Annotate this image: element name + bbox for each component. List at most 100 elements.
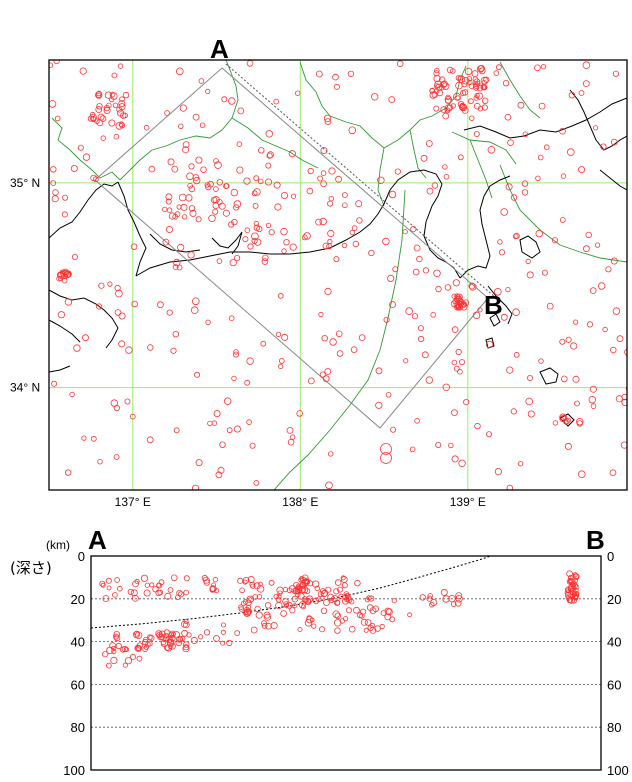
epicenter-point (355, 200, 363, 208)
hypocenter-point (152, 586, 159, 593)
epicenter-point (143, 124, 150, 131)
hypocenter-point (143, 636, 149, 643)
hypocenter-point (158, 579, 165, 586)
epicenter-point (535, 175, 541, 181)
epicenter-point (493, 287, 502, 296)
hypocenter-point (354, 579, 361, 587)
epicenter-point (96, 119, 104, 127)
epicenter-point (216, 179, 223, 186)
epicenter-point (560, 375, 568, 383)
epicenter-point (165, 193, 173, 201)
hypocenter-point (112, 592, 118, 598)
hypocenter-point (220, 622, 226, 628)
epicenter-point (409, 446, 416, 453)
epicenter-point (277, 292, 284, 299)
hypocenter-point (198, 634, 204, 640)
hypocenter-point (164, 644, 171, 651)
epicenter-point (52, 189, 59, 196)
epicenter-point (113, 133, 120, 140)
epicenter-point (195, 156, 203, 164)
hypocenter-point (100, 582, 106, 588)
epicenter-point (242, 236, 249, 243)
hypocenter-point (568, 596, 576, 604)
epicenter-point (335, 175, 343, 183)
hypocenter-point (109, 642, 116, 649)
epicenter-point (118, 121, 125, 127)
epicenter-point (281, 248, 287, 254)
epicenter-point (97, 459, 103, 465)
epicenter-point (273, 98, 280, 105)
epicenter-point (110, 399, 118, 407)
epicenter-point (552, 420, 559, 426)
hypocenter-points (99, 570, 580, 669)
epicenter-point (502, 79, 510, 87)
hypocenter-point (176, 589, 183, 597)
epicenter-point (430, 311, 437, 318)
epicenter-point (420, 154, 428, 162)
epicenter-point (410, 226, 417, 233)
epicenter-point (472, 311, 481, 320)
epicenter-point (228, 97, 236, 105)
epicenter-point (551, 237, 559, 244)
hypocenter-point (250, 626, 258, 634)
epicenter-point (177, 243, 185, 252)
epicenter-point (113, 454, 120, 460)
epicenter-point (172, 264, 179, 270)
hypocenter-point (430, 599, 438, 607)
epicenter-point (162, 238, 170, 246)
epicenter-point (104, 91, 113, 99)
hypocenter-point (172, 631, 180, 639)
epicenter-point (96, 90, 102, 97)
latitude-labels: 35° N 34° N (10, 176, 40, 395)
epicenter-point (467, 79, 473, 86)
epicenter-point (459, 103, 468, 112)
epicenter-point (192, 174, 200, 181)
epicenter-point (303, 232, 311, 240)
epicenter-point (162, 206, 168, 213)
epicenter-point (192, 113, 200, 121)
hypocenter-point (348, 625, 356, 633)
epicenter-point (521, 180, 529, 187)
epicenter-point (483, 76, 490, 83)
epicenter-point (296, 410, 304, 417)
hypocenter-point (359, 613, 365, 619)
epicenter-point (170, 347, 177, 354)
epicenter-point (253, 224, 260, 231)
plate-boundary-line (225, 63, 497, 299)
epicenter-point (444, 284, 452, 291)
depth-section-panel: A B (km) (深さ) 0 20 40 60 80 100 0 20 40 60 80 100 (10, 525, 629, 778)
hypocenter-point (169, 630, 176, 637)
hypocenter-point (385, 608, 393, 616)
epicenter-point (442, 82, 450, 90)
hypocenter-point (448, 594, 456, 603)
epicenter-point (582, 61, 591, 69)
epicenter-point (512, 233, 519, 240)
epicenter-point (192, 484, 199, 490)
hypocenter-point (243, 609, 251, 617)
section-b-label: B (586, 525, 605, 555)
hypocenter-point (573, 573, 580, 580)
epicenter-points (49, 60, 627, 490)
hypocenter-point (140, 574, 149, 582)
hypocenter-point (564, 592, 572, 599)
epicenter-point (322, 375, 330, 383)
epicenter-point (268, 229, 275, 236)
epicenter-point (375, 367, 383, 375)
epicenter-point (537, 154, 544, 161)
epicenter-point (438, 76, 446, 83)
epicenter-point (538, 102, 546, 110)
epicenter-point (325, 481, 333, 490)
epicenter-point (290, 193, 297, 199)
epicenter-point (446, 66, 454, 74)
epicenter-point (195, 459, 203, 467)
epicenter-point (329, 338, 337, 346)
hypocenter-point (268, 579, 275, 586)
hypocenter-point (122, 662, 128, 668)
epicenter-point (335, 330, 343, 338)
epicenter-point (352, 240, 360, 248)
epicenter-point (95, 92, 102, 99)
epicenter-point (388, 190, 397, 199)
epicenter-point (90, 435, 97, 442)
hypocenter-point (155, 589, 162, 596)
